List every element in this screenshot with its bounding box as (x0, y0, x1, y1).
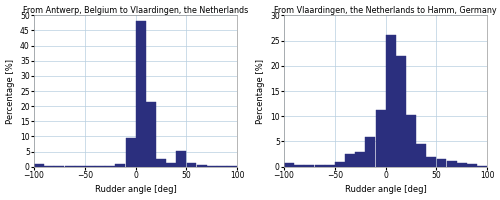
Bar (176, 151, 186, 167)
Bar (116, 164, 126, 167)
Bar (85, 166, 95, 167)
Bar (436, 159, 446, 167)
Bar (406, 115, 416, 167)
Bar (156, 159, 166, 167)
Bar (217, 166, 227, 167)
Y-axis label: Percentage [%]: Percentage [%] (256, 59, 264, 124)
Bar (376, 110, 386, 167)
Bar (314, 165, 324, 167)
Title: From Vlaardingen, the Netherlands to Hamm, Germany: From Vlaardingen, the Netherlands to Ham… (274, 6, 497, 15)
Title: From Antwerp, Belgium to Vlaardingen, the Netherlands: From Antwerp, Belgium to Vlaardingen, th… (23, 6, 248, 15)
Y-axis label: Percentage [%]: Percentage [%] (6, 59, 15, 124)
Bar (477, 166, 487, 167)
X-axis label: Rudder angle [deg]: Rudder angle [deg] (344, 185, 426, 194)
Bar (355, 152, 365, 167)
Bar (325, 165, 334, 167)
Bar (284, 163, 294, 167)
X-axis label: Rudder angle [deg]: Rudder angle [deg] (94, 185, 176, 194)
Bar (75, 166, 85, 167)
Bar (426, 157, 436, 167)
Bar (166, 163, 176, 167)
Bar (105, 166, 115, 167)
Bar (294, 165, 304, 167)
Bar (186, 163, 196, 167)
Bar (146, 102, 156, 167)
Bar (304, 165, 314, 167)
Bar (136, 21, 145, 167)
Bar (207, 166, 217, 167)
Bar (335, 162, 345, 167)
Bar (34, 164, 44, 167)
Bar (126, 138, 136, 167)
Bar (345, 154, 355, 167)
Bar (44, 166, 54, 167)
Bar (386, 35, 396, 167)
Bar (467, 164, 477, 167)
Bar (396, 56, 406, 167)
Bar (54, 166, 64, 167)
Bar (416, 144, 426, 167)
Bar (64, 166, 74, 167)
Bar (366, 137, 376, 167)
Bar (196, 165, 206, 167)
Bar (457, 163, 467, 167)
Bar (227, 166, 237, 167)
Bar (446, 161, 456, 167)
Bar (95, 166, 105, 167)
